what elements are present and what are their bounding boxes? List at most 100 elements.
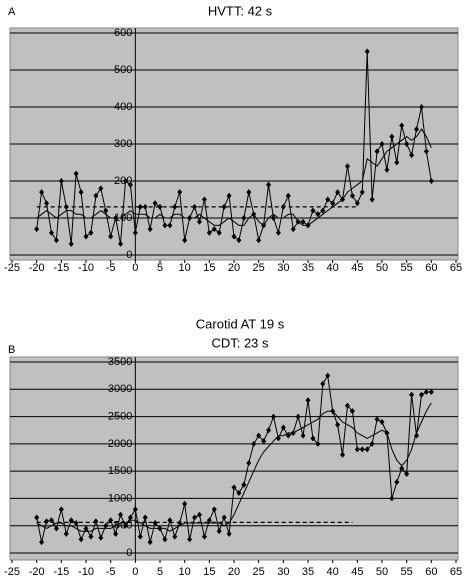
data-point — [53, 525, 59, 532]
data-point — [157, 203, 163, 210]
data-point — [132, 506, 138, 513]
data-point — [285, 192, 291, 199]
data-point — [68, 517, 74, 524]
data-point — [152, 519, 158, 526]
x-tick-label: 5 — [157, 566, 163, 578]
data-point — [256, 237, 262, 244]
x-tick-label: 0 — [132, 566, 138, 578]
data-point — [152, 200, 158, 207]
data-point — [246, 189, 252, 196]
data-point — [118, 511, 124, 518]
data-point — [53, 237, 59, 244]
data-point — [226, 192, 232, 199]
data-point — [310, 435, 316, 442]
data-point — [384, 166, 390, 173]
y-tick-label: 0 — [126, 249, 132, 261]
data-point — [48, 229, 54, 236]
data-point — [68, 240, 74, 247]
data-point — [414, 126, 420, 133]
x-tick-label: 15 — [203, 566, 215, 578]
data-point — [389, 133, 395, 140]
data-point — [320, 380, 326, 387]
data-point — [320, 207, 326, 214]
data-point — [137, 203, 143, 210]
data-point — [206, 229, 212, 236]
x-tick-label: 40 — [327, 566, 339, 578]
x-tick-label: -20 — [29, 566, 45, 578]
x-tick-label: 25 — [253, 262, 265, 274]
x-tick-label: -5 — [106, 566, 116, 578]
x-tick-label: -10 — [78, 566, 94, 578]
data-point — [147, 539, 153, 546]
data-point — [226, 530, 232, 537]
y-tick-label: 600 — [114, 27, 132, 39]
data-point — [280, 424, 286, 431]
x-tick-label: 60 — [425, 262, 437, 274]
data-point — [270, 413, 276, 420]
data-point — [394, 159, 400, 166]
y-tick-label: 2500 — [108, 410, 132, 422]
data-point — [211, 506, 217, 513]
data-point — [172, 203, 178, 210]
data-point — [196, 511, 202, 518]
y-tick-label: 1500 — [108, 465, 132, 477]
data-point — [34, 514, 40, 521]
x-tick-label: -20 — [29, 262, 45, 274]
x-tick-label: -15 — [53, 262, 69, 274]
x-tick-label: 35 — [302, 262, 314, 274]
data-point — [182, 500, 188, 507]
data-point — [98, 534, 104, 541]
data-point — [216, 528, 222, 535]
data-point — [122, 178, 128, 184]
chart-title: Carotid AT 19 s — [196, 316, 285, 331]
panel-label: B — [8, 344, 15, 356]
data-point — [236, 237, 242, 244]
data-point — [290, 226, 296, 233]
data-point — [58, 178, 64, 184]
data-point — [221, 514, 227, 521]
data-point — [349, 192, 355, 199]
data-point — [137, 533, 143, 540]
data-point — [266, 427, 272, 434]
data-point — [127, 181, 133, 188]
y-tick-label: 0 — [126, 547, 132, 559]
y-tick-label: 300 — [114, 138, 132, 150]
data-point — [315, 211, 321, 218]
data-point — [266, 181, 272, 188]
data-point — [73, 519, 79, 526]
data-point — [236, 489, 242, 496]
data-point — [78, 189, 84, 196]
y-tick-label: 3000 — [108, 383, 132, 395]
data-point — [310, 207, 316, 214]
x-tick-label: -5 — [106, 262, 116, 274]
series-line — [36, 402, 432, 532]
data-point — [83, 233, 89, 240]
data-point — [192, 514, 198, 521]
data-point — [108, 233, 114, 240]
data-point — [369, 440, 375, 447]
x-tick-label: 10 — [179, 566, 191, 578]
data-point — [108, 517, 114, 524]
data-point — [172, 533, 178, 540]
data-point — [325, 372, 331, 379]
data-point — [216, 229, 222, 236]
data-point — [122, 522, 128, 529]
x-tick-label: 65 — [450, 566, 462, 578]
data-point — [300, 218, 306, 225]
data-point — [201, 196, 207, 203]
x-tick-label: -25 — [4, 566, 20, 578]
x-tick-label: 10 — [179, 262, 191, 274]
data-point — [354, 200, 360, 207]
data-point — [83, 525, 89, 532]
data-point — [315, 440, 321, 447]
data-point — [261, 438, 267, 445]
data-point — [88, 533, 94, 540]
data-point — [93, 192, 99, 199]
x-tick-label: 60 — [425, 566, 437, 578]
x-tick-label: 45 — [351, 566, 363, 578]
data-point — [423, 389, 429, 396]
data-point — [379, 419, 385, 426]
data-point — [201, 533, 207, 540]
data-point — [418, 391, 424, 398]
data-point — [221, 203, 227, 210]
